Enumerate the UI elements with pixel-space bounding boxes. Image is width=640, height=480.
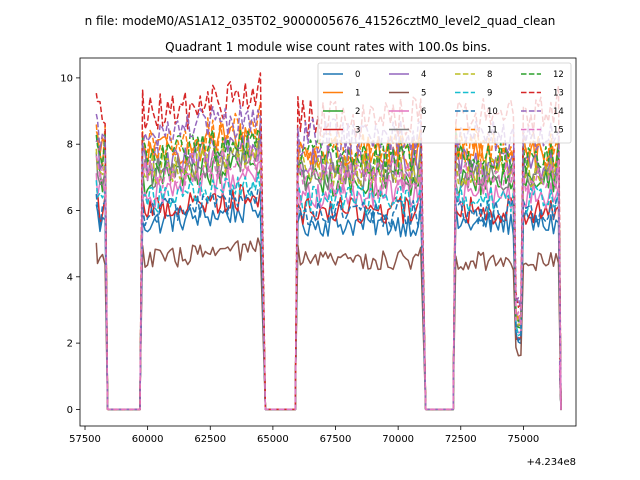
x-axis: 57500 60000 62500 65000 67500 70000 72500 75000 xyxy=(69,426,539,445)
x-offset-label: +4.234e8 xyxy=(526,457,576,468)
series-line-0 xyxy=(95,196,562,411)
legend-label: 5 xyxy=(421,89,426,99)
x-tick-label: 65000 xyxy=(257,434,289,445)
y-tick-label: 2 xyxy=(67,339,73,350)
legend-label: 13 xyxy=(553,89,564,99)
series-line-10 xyxy=(95,187,562,411)
legend-label: 2 xyxy=(355,107,360,117)
legend-label: 12 xyxy=(553,70,564,80)
series-line-6 xyxy=(95,160,562,411)
x-tick-label: 75000 xyxy=(507,434,539,445)
series-line-3 xyxy=(96,184,562,411)
x-tick-label: 72500 xyxy=(445,434,477,445)
legend-label: 6 xyxy=(421,107,426,117)
legend-label: 1 xyxy=(355,89,360,99)
legend-label: 4 xyxy=(421,70,426,80)
series-line-9 xyxy=(95,173,562,411)
legend-label: 8 xyxy=(487,70,492,80)
y-axis: 0 2 4 6 8 10 xyxy=(60,73,80,416)
series-line-15 xyxy=(95,145,562,411)
plot-frame xyxy=(79,57,577,427)
figure-suptitle: n file: modeM0/AS1A12_035T02_9000005676_… xyxy=(85,14,556,28)
y-tick-label: 6 xyxy=(67,206,73,217)
x-tick-label: 70000 xyxy=(382,434,414,445)
legend-label: 9 xyxy=(487,89,492,99)
legend-label: 7 xyxy=(421,126,426,136)
y-tick-label: 10 xyxy=(60,73,73,84)
x-tick-label: 57500 xyxy=(69,434,101,445)
legend-frame xyxy=(317,62,572,144)
y-tick-label: 0 xyxy=(67,405,73,416)
x-tick-label: 67500 xyxy=(320,434,352,445)
chart-title: Quadrant 1 module wise count rates with … xyxy=(165,40,491,54)
legend-label: 3 xyxy=(355,126,360,136)
legend-label: 10 xyxy=(487,107,498,117)
legend-label: 0 xyxy=(355,70,360,80)
series-line-5 xyxy=(95,237,562,411)
x-tick-label: 62500 xyxy=(194,434,226,445)
legend-label: 15 xyxy=(553,126,564,136)
legend-label: 11 xyxy=(487,126,498,136)
y-tick-label: 4 xyxy=(67,272,73,283)
series-line-11 xyxy=(95,101,562,411)
legend-label: 14 xyxy=(553,107,564,117)
x-tick-label: 60000 xyxy=(132,434,164,445)
y-tick-label: 8 xyxy=(67,140,73,151)
